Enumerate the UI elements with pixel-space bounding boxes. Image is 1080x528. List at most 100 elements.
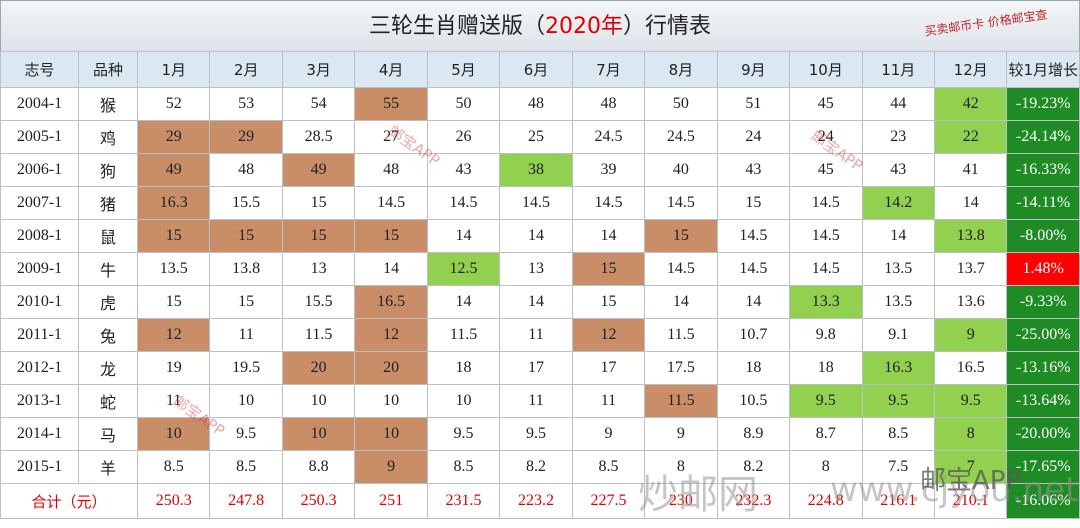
price: 51 bbox=[716, 87, 791, 121]
price: 19.5 bbox=[209, 351, 283, 385]
total-price: 231.5 bbox=[426, 483, 501, 519]
data-row: 2007-1 猪 16.3 15.5 15 14.5 14.5 14.5 14.5 14.5 15 1… bbox=[0, 186, 1080, 220]
change: -24.14% bbox=[1006, 120, 1080, 154]
header-cell: 11月 bbox=[861, 51, 935, 88]
price: 43 bbox=[716, 153, 791, 187]
price: 9 bbox=[933, 318, 1008, 352]
header-cell: 6月 bbox=[499, 51, 573, 88]
header-cell: 5月 bbox=[426, 51, 501, 88]
change: -20.00% bbox=[1006, 417, 1080, 451]
price: 8.5 bbox=[136, 450, 211, 484]
title: 三轮生肖赠送版（2020年）行情表 bbox=[0, 0, 1080, 52]
price: 13.8 bbox=[933, 219, 1008, 253]
animal: 蛇 bbox=[78, 384, 138, 418]
price: 13.3 bbox=[789, 285, 863, 319]
price: 13 bbox=[499, 252, 573, 286]
header-cell: 3月 bbox=[281, 51, 356, 88]
price: 16.5 bbox=[354, 285, 428, 319]
price: 14.5 bbox=[354, 186, 428, 220]
data-row: 2004-1 猴 52 53 54 55 50 48 48 50 51 45 44 42 -19.23% bbox=[0, 87, 1080, 121]
total-price: 216.1 bbox=[861, 483, 935, 519]
data-row: 2009-1 牛 13.5 13.8 13 14 12.5 13 15 14.5 14.5 14.5 1… bbox=[0, 252, 1080, 286]
price: 38 bbox=[499, 153, 573, 187]
price: 25 bbox=[499, 120, 573, 154]
price: 54 bbox=[281, 87, 356, 121]
price: 8.5 bbox=[209, 450, 283, 484]
price: 15 bbox=[716, 186, 791, 220]
price: 15 bbox=[354, 219, 428, 253]
price: 9 bbox=[644, 417, 718, 451]
header-cell: 2月 bbox=[209, 51, 283, 88]
price: 14.5 bbox=[426, 186, 501, 220]
price: 14.5 bbox=[644, 252, 718, 286]
price: 14.5 bbox=[499, 186, 573, 220]
animal: 龙 bbox=[78, 351, 138, 385]
price: 52 bbox=[136, 87, 211, 121]
data-row: 2012-1 龙 19 19.5 20 20 18 17 17 17.5 18 18 16.3 16.5-… bbox=[0, 351, 1080, 385]
price: 8.9 bbox=[716, 417, 791, 451]
price: 14.2 bbox=[861, 186, 935, 220]
price: 19 bbox=[136, 351, 211, 385]
price: 9.1 bbox=[861, 318, 935, 352]
price: 23 bbox=[861, 120, 935, 154]
total-price: 227.5 bbox=[571, 483, 646, 519]
price: 18 bbox=[426, 351, 501, 385]
animal: 鸡 bbox=[78, 120, 138, 154]
price: 14.5 bbox=[789, 186, 863, 220]
price: 10 bbox=[354, 384, 428, 418]
price: 14 bbox=[571, 219, 646, 253]
price: 9.5 bbox=[499, 417, 573, 451]
price: 53 bbox=[209, 87, 283, 121]
change: -9.33% bbox=[1006, 285, 1080, 319]
price: 41 bbox=[933, 153, 1008, 187]
price: 15 bbox=[571, 285, 646, 319]
price: 15 bbox=[644, 219, 718, 253]
price: 12.5 bbox=[426, 252, 501, 286]
total-price: 250.3 bbox=[281, 483, 356, 519]
stamp-id: 2014-1 bbox=[0, 417, 79, 451]
change: -8.00% bbox=[1006, 219, 1080, 253]
data-row: 2008-1 鼠 15 15 15 15 14 14 14 15 14.5 14.5 14 13.8 -8.… bbox=[0, 219, 1080, 253]
price: 8 bbox=[644, 450, 718, 484]
header-row: 志号 品种 1月 2月 3月 4月 5月 6月 7月 8月 9月 10月 11月 12月 较1月增长 bbox=[0, 51, 1080, 88]
price: 7 bbox=[933, 450, 1008, 484]
total-price: 250.3 bbox=[136, 483, 211, 519]
total-price: 223.2 bbox=[499, 483, 573, 519]
header-cell: 8月 bbox=[644, 51, 718, 88]
price: 43 bbox=[426, 153, 501, 187]
price: 8.5 bbox=[426, 450, 501, 484]
price: 12 bbox=[571, 318, 646, 352]
animal: 猴 bbox=[78, 87, 138, 121]
price: 42 bbox=[933, 87, 1008, 121]
price: 49 bbox=[281, 153, 356, 187]
price: 12 bbox=[354, 318, 428, 352]
data-row: 2013-1 蛇 11 10 10 10 10 11 11 11.5 10.5 9.5 9.5 9.5 -1… bbox=[0, 384, 1080, 418]
data-row: 2006-1 狗 49 48 49 48 43 38 39 40 43 45 43 41 -16.33% bbox=[0, 153, 1080, 187]
price: 8.2 bbox=[716, 450, 791, 484]
animal: 猪 bbox=[78, 186, 138, 220]
price: 48 bbox=[499, 87, 573, 121]
total-price: 251 bbox=[354, 483, 428, 519]
price: 29 bbox=[136, 120, 211, 154]
stamp-id: 2004-1 bbox=[0, 87, 79, 121]
header-cell: 7月 bbox=[571, 51, 646, 88]
price: 10 bbox=[281, 384, 356, 418]
header-cell: 12月 bbox=[933, 51, 1008, 88]
price: 9 bbox=[571, 417, 646, 451]
price: 24.5 bbox=[644, 120, 718, 154]
data-row: 2014-1 马 10 9.5 10 10 9.5 9.5 9 9 8.9 8.7 8.5 8 -20.00… bbox=[0, 417, 1080, 451]
change: -13.64% bbox=[1006, 384, 1080, 418]
price: 15 bbox=[571, 252, 646, 286]
price: 24.5 bbox=[571, 120, 646, 154]
price: 50 bbox=[644, 87, 718, 121]
price: 20 bbox=[354, 351, 428, 385]
price: 28.5 bbox=[281, 120, 356, 154]
price: 13.8 bbox=[209, 252, 283, 286]
total-price: 230 bbox=[644, 483, 718, 519]
price: 8.7 bbox=[789, 417, 863, 451]
price: 14 bbox=[354, 252, 428, 286]
data-row: 2005-1 鸡 29 29 28.5 27 26 25 24.5 24.5 24 24 23 22 -24… bbox=[0, 120, 1080, 154]
stamp-id: 2011-1 bbox=[0, 318, 79, 352]
header-cell: 10月 bbox=[789, 51, 863, 88]
